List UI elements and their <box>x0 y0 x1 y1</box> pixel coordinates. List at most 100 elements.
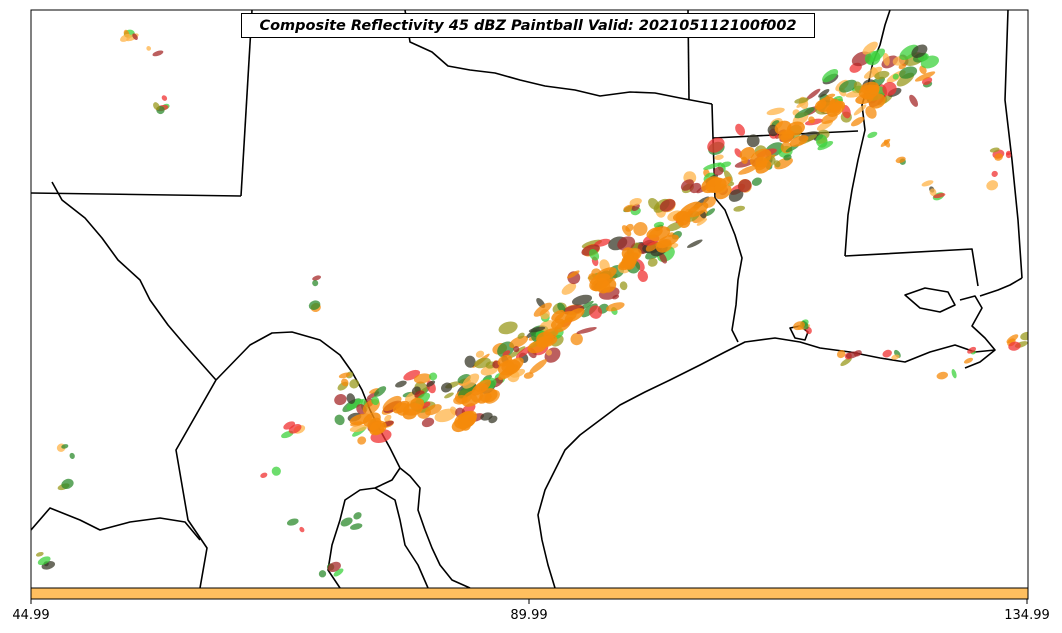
reflectivity-blob <box>61 444 69 449</box>
reflectivity-blob <box>570 332 583 346</box>
reflectivity-blob <box>371 396 380 405</box>
reflectivity-blob <box>659 199 676 212</box>
reflectivity-blob <box>936 371 949 380</box>
reflectivity-blob <box>517 332 525 339</box>
colorbar-tick-max: 134.99 <box>1004 608 1050 623</box>
reflectivity-blob <box>737 179 752 193</box>
reflectivity-blob <box>766 107 785 116</box>
reflectivity-blob <box>369 421 385 435</box>
reflectivity-blob <box>648 226 671 242</box>
reflectivity-blob <box>61 478 74 490</box>
reflectivity-blob <box>260 472 268 479</box>
reflectivity-blob <box>349 424 368 433</box>
reflectivity-blob <box>528 326 546 333</box>
reflectivity-blob <box>920 55 940 69</box>
reflectivity-blob <box>914 71 936 82</box>
reflectivity-blob <box>410 397 425 410</box>
reflectivity-blob <box>794 107 815 119</box>
reflectivity-blob <box>429 372 438 381</box>
reflectivity-blob <box>829 98 842 114</box>
reflectivity-blob <box>1020 331 1028 341</box>
reflectivity-blob <box>713 176 732 193</box>
reflectivity-blob <box>606 302 625 312</box>
reflectivity-blob <box>146 46 152 51</box>
reflectivity-blob <box>899 44 919 60</box>
reflectivity-blob <box>865 105 877 119</box>
reflectivity-blob <box>860 81 879 94</box>
reflectivity-blob <box>783 154 792 161</box>
reflectivity-blob <box>589 249 600 261</box>
reflectivity-blob <box>369 388 380 394</box>
reflectivity-blob <box>645 241 659 252</box>
reflectivity-blob <box>911 44 928 58</box>
reflectivity-blob <box>629 197 642 206</box>
reflectivity-blob <box>862 41 878 55</box>
reflectivity-blob <box>746 134 760 148</box>
reflectivity-blob <box>374 386 387 397</box>
reflectivity-blob <box>395 402 410 416</box>
reflectivity-blob <box>755 160 772 174</box>
reflectivity-blob <box>728 189 744 202</box>
reflectivity-blob <box>1006 334 1019 344</box>
reflectivity-blob <box>656 238 672 249</box>
reflectivity-blob <box>318 570 327 578</box>
reflectivity-blob <box>395 380 407 388</box>
reflectivity-blob <box>850 116 865 127</box>
reflectivity-blob <box>567 270 580 279</box>
reflectivity-blob <box>576 327 597 334</box>
reflectivity-blob <box>498 321 518 335</box>
reflectivity-blob <box>474 357 491 369</box>
reflectivity-blob <box>864 50 881 66</box>
reflectivity-blob <box>994 153 1003 161</box>
reflectivity-blob <box>705 208 716 216</box>
reflectivity-blob <box>868 93 886 109</box>
reflectivity-blob <box>382 395 402 412</box>
reflectivity-blob <box>735 123 746 136</box>
reflectivity-blob <box>679 201 701 216</box>
reflectivity-blob <box>426 380 436 387</box>
reflectivity-blob <box>334 414 345 426</box>
reflectivity-blob <box>589 305 603 319</box>
reflectivity-blob <box>867 131 878 139</box>
reflectivity-blob <box>929 188 937 197</box>
reflectivity-blobs <box>35 29 1028 578</box>
reflectivity-blob <box>441 382 453 393</box>
reflectivity-blob <box>933 193 946 199</box>
reflectivity-blob <box>349 379 360 389</box>
reflectivity-blob <box>464 355 476 368</box>
reflectivity-blob <box>778 129 794 141</box>
reflectivity-blob <box>507 346 526 359</box>
reflectivity-blob <box>818 89 830 98</box>
reflectivity-blob <box>738 165 758 175</box>
reflectivity-blob <box>621 225 632 237</box>
reflectivity-blob <box>312 280 319 287</box>
reflectivity-blob <box>312 275 322 281</box>
reflectivity-blob <box>564 308 585 323</box>
reflectivity-blob <box>161 95 168 101</box>
reflectivity-blob <box>340 517 353 527</box>
reflectivity-blob <box>475 350 485 358</box>
reflectivity-blob <box>633 222 648 236</box>
reflectivity-blob <box>425 404 442 416</box>
reflectivity-blob <box>501 360 515 372</box>
reflectivity-blob <box>421 417 435 428</box>
reflectivity-blob <box>653 221 665 228</box>
reflectivity-blob <box>714 154 724 161</box>
reflectivity-blob <box>458 383 477 399</box>
reflectivity-blob <box>334 394 347 406</box>
reflectivity-blob <box>271 466 281 476</box>
reflectivity-blob <box>513 346 520 353</box>
colorbar-tick-min: 44.99 <box>12 608 50 623</box>
reflectivity-blob <box>822 69 839 83</box>
reflectivity-blob <box>444 392 454 399</box>
reflectivity-blob <box>853 104 867 116</box>
reflectivity-blob <box>132 33 138 40</box>
reflectivity-blob <box>882 52 890 66</box>
reflectivity-blob <box>647 258 658 267</box>
reflectivity-blob <box>892 73 899 80</box>
reflectivity-blob <box>817 140 834 151</box>
reflectivity-blob <box>357 436 367 445</box>
reflectivity-blob <box>713 166 724 176</box>
reflectivity-blob <box>434 408 456 423</box>
reflectivity-blob <box>523 372 534 379</box>
